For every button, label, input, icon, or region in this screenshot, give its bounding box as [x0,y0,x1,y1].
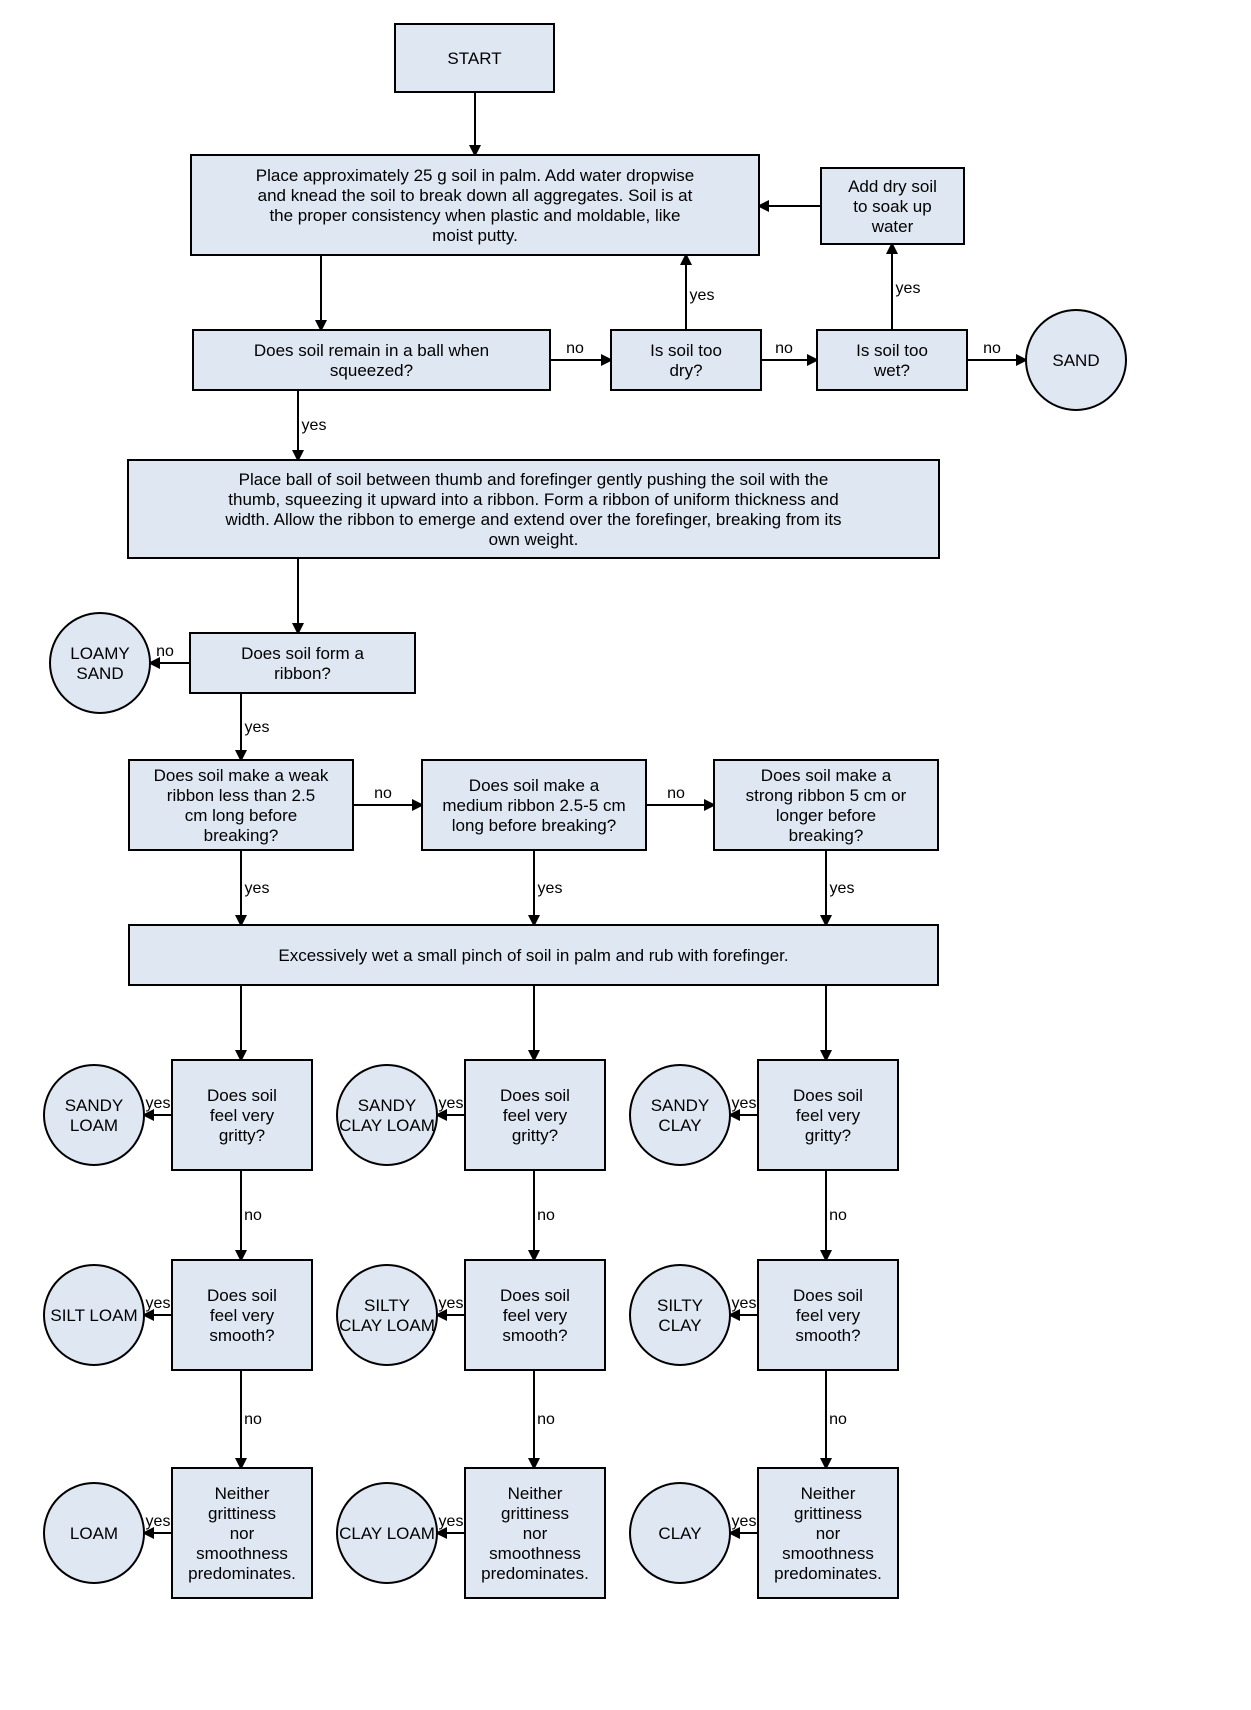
node-toowet: Is soil toowet? [817,330,967,390]
edge-label: yes [690,287,715,304]
edge-label: yes [146,1295,171,1312]
edge-label: no [829,1411,847,1428]
edge-label: no [566,340,584,357]
node-ball: Does soil remain in a ball whensqueezed? [193,330,550,390]
edge-label: yes [732,1295,757,1312]
node-text-sand: SAND [1052,351,1099,370]
edge-label: yes [830,880,855,897]
node-gritty2: Does soilfeel verygritty? [465,1060,605,1170]
edge-label: yes [538,880,563,897]
node-siltyClayLoam: SILTYCLAY LOAM [337,1265,437,1365]
node-text-siltyClay: SILTYCLAY [657,1296,703,1335]
node-neither3: Neithergrittinessnorsmoothnesspredominat… [758,1468,898,1598]
edge-label: yes [896,280,921,297]
node-siltyClay: SILTYCLAY [630,1265,730,1365]
node-wetPinch: Excessively wet a small pinch of soil in… [129,925,938,985]
edge-label: yes [146,1095,171,1112]
node-text-start: START [447,49,501,68]
edge-label: no [775,340,793,357]
node-text-clay: CLAY [658,1524,701,1543]
edge-label: no [244,1207,262,1224]
node-sandyClay: SANDYCLAY [630,1065,730,1165]
node-text-clayLoam: CLAY LOAM [339,1524,435,1543]
node-text-loam: LOAM [70,1524,118,1543]
node-neither1: Neithergrittinessnorsmoothnesspredominat… [172,1468,312,1598]
node-smooth1: Does soilfeel verysmooth? [172,1260,312,1370]
node-loamySand: LOAMYSAND [50,613,150,713]
edge-label: yes [439,1295,464,1312]
node-prepare: Place approximately 25 g soil in palm. A… [191,155,759,255]
node-text-sandyLoam: SANDYLOAM [65,1096,124,1135]
node-medium: Does soil make amedium ribbon 2.5-5 cmlo… [422,760,646,850]
node-text-loamySand: LOAMYSAND [70,644,130,683]
node-text-smooth2: Does soilfeel verysmooth? [500,1286,570,1345]
edge-label: yes [439,1513,464,1530]
edge-label: yes [732,1095,757,1112]
edge-label: yes [146,1513,171,1530]
edge-label: no [983,340,1001,357]
edge-label: yes [302,417,327,434]
node-smooth2: Does soilfeel verysmooth? [465,1260,605,1370]
edge-label: no [156,643,174,660]
node-text-siltLoam: SILT LOAM [50,1306,137,1325]
node-gritty1: Does soilfeel verygritty? [172,1060,312,1170]
node-ribbonInstr: Place ball of soil between thumb and for… [128,460,939,558]
node-strong: Does soil make astrong ribbon 5 cm orlon… [714,760,938,850]
node-neither2: Neithergrittinessnorsmoothnesspredominat… [465,1468,605,1598]
node-text-smooth1: Does soilfeel verysmooth? [207,1286,277,1345]
edge-label: no [374,785,392,802]
node-clay: CLAY [630,1483,730,1583]
edge-label: yes [732,1513,757,1530]
edge-label: no [244,1411,262,1428]
node-gritty3: Does soilfeel verygritty? [758,1060,898,1170]
edge-label: yes [245,880,270,897]
flowchart-svg: no no no yes yes yes no yes no no yes yes yes yes yes y… [0,0,1251,1710]
node-sandyClayLoam: SANDYCLAY LOAM [337,1065,437,1165]
flowchart-container: no no no yes yes yes no yes no no yes yes yes yes yes y… [0,0,1251,1710]
edge-label: no [829,1207,847,1224]
node-smooth3: Does soilfeel verysmooth? [758,1260,898,1370]
node-text-sandyClay: SANDYCLAY [651,1096,710,1135]
node-weak: Does soil make a weakribbon less than 2.… [129,760,353,850]
node-start: START [395,24,554,92]
node-loam: LOAM [44,1483,144,1583]
edge-label: no [537,1207,555,1224]
node-clayLoam: CLAY LOAM [337,1483,437,1583]
node-sandyLoam: SANDYLOAM [44,1065,144,1165]
node-text-medium: Does soil make amedium ribbon 2.5-5 cmlo… [442,776,625,835]
edge-label: no [667,785,685,802]
node-toodry: Is soil toodry? [611,330,761,390]
node-sand: SAND [1026,310,1126,410]
edge-label: yes [245,719,270,736]
node-formRibbon: Does soil form aribbon? [190,633,415,693]
edge-label: yes [439,1095,464,1112]
node-text-smooth3: Does soilfeel verysmooth? [793,1286,863,1345]
edge-label: no [537,1411,555,1428]
node-adddry: Add dry soilto soak upwater [821,168,964,244]
node-siltLoam: SILT LOAM [44,1265,144,1365]
node-text-wetPinch: Excessively wet a small pinch of soil in… [278,946,788,965]
